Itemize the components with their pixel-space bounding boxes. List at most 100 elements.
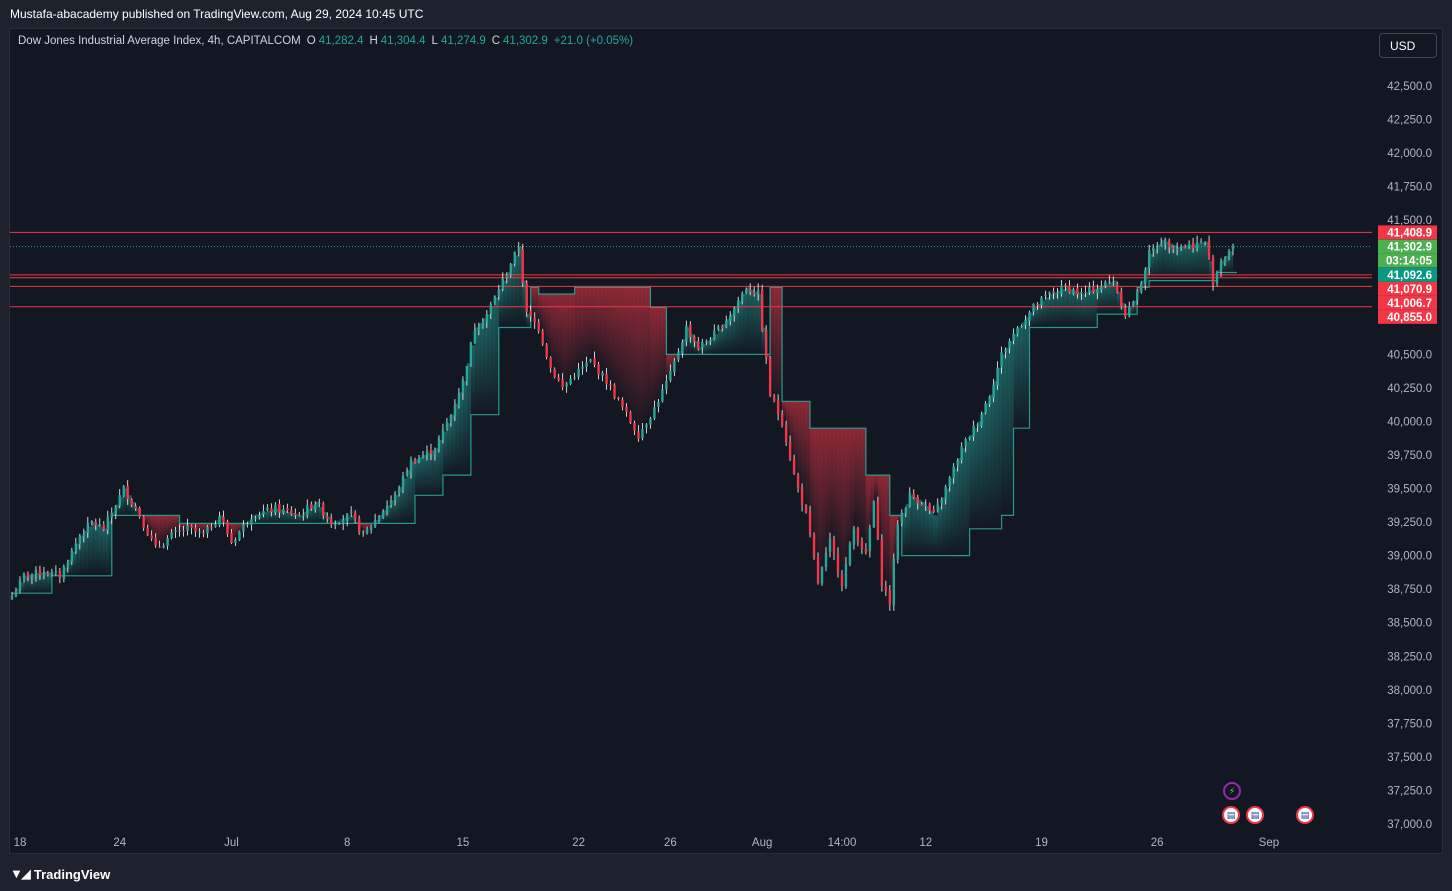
- candle-body: [517, 248, 520, 252]
- trend-fill-segment: [809, 428, 815, 538]
- candle-body: [1136, 290, 1139, 301]
- trend-fill-segment: [1133, 300, 1138, 315]
- trend-fill-segment: [782, 401, 787, 422]
- candle-body: [593, 358, 596, 366]
- trend-fill-segment: [1189, 245, 1194, 281]
- candle-body: [409, 459, 413, 474]
- candle-body: [1040, 297, 1043, 306]
- trend-fill-segment: [698, 347, 703, 355]
- y-tick-label: 38,500.0: [1387, 618, 1432, 630]
- candle-body: [365, 528, 369, 534]
- candle-body: [417, 457, 421, 463]
- trend-fill-segment: [714, 334, 719, 355]
- trend-fill-segment: [506, 272, 511, 328]
- currency-button[interactable]: USD: [1379, 33, 1437, 58]
- candle-body: [685, 325, 688, 342]
- candle-body: [437, 438, 441, 450]
- legend-high: H 41,304.4: [369, 35, 425, 47]
- legend-high-value: 41,304.4: [380, 35, 426, 47]
- candle-body: [174, 530, 177, 532]
- candle-body: [1227, 251, 1231, 259]
- trend-fill-segment: [518, 247, 523, 328]
- trend-fill-segment: [570, 293, 575, 379]
- trend-fill-segment: [111, 512, 116, 516]
- candle-body: [1084, 291, 1087, 293]
- trend-fill-segment: [91, 522, 96, 576]
- candle-body: [377, 516, 381, 522]
- candle-body: [776, 400, 780, 414]
- candle-body: [661, 389, 664, 402]
- trend-fill-segment: [1049, 293, 1054, 328]
- trend-fill-segment: [614, 287, 619, 395]
- candle-body: [888, 590, 892, 605]
- trend-fill-segment: [307, 508, 312, 524]
- us-flag-icon[interactable]: ▤: [1222, 806, 1240, 824]
- candle-body: [497, 290, 501, 296]
- candle-body: [330, 518, 333, 525]
- x-tick-label: 26: [664, 837, 677, 849]
- candle-body: [948, 477, 951, 487]
- candle-body: [1211, 257, 1215, 285]
- footer-brand: TradingView: [33, 866, 111, 882]
- trend-fill-segment: [602, 287, 607, 377]
- candle-body: [677, 352, 680, 360]
- legend-open-label: O: [306, 35, 316, 47]
- candle-body: [1052, 291, 1055, 294]
- trend-fill-segment: [355, 522, 360, 524]
- candle-body: [150, 535, 153, 539]
- candle-body: [1187, 243, 1191, 247]
- trend-fill-segment: [1033, 307, 1038, 328]
- candle-body: [796, 475, 800, 488]
- us-flag-icon[interactable]: ▤: [1246, 806, 1264, 824]
- price-label-text: 41,092.6: [1387, 270, 1432, 282]
- trend-fill-segment: [686, 327, 691, 355]
- candle-body: [1171, 246, 1175, 250]
- candle-body: [1116, 283, 1119, 293]
- candle-body: [1008, 341, 1011, 349]
- tradingview-logo[interactable]: ▼◢ TradingView: [10, 866, 110, 882]
- candle-body: [326, 516, 329, 519]
- candle-body: [892, 558, 896, 606]
- candle-body: [274, 504, 277, 513]
- lightning-bolt-icon[interactable]: ⚡: [1223, 782, 1241, 800]
- trend-fill-segment: [482, 318, 487, 415]
- trend-fill-segment: [770, 287, 775, 395]
- trend-fill-segment: [183, 523, 188, 531]
- us-flag-icon[interactable]: ▤: [1296, 806, 1314, 824]
- trend-fill-segment: [371, 523, 376, 526]
- candle-body: [729, 315, 732, 322]
- trend-fill-segment: [1157, 244, 1162, 281]
- candle-body: [441, 429, 445, 440]
- candle-body: [920, 503, 923, 505]
- trend-fill-segment: [442, 431, 448, 476]
- candle-body: [717, 326, 720, 330]
- trend-fill-segment: [446, 423, 452, 476]
- candle-body: [764, 330, 768, 358]
- trend-fill-segment: [239, 523, 244, 532]
- trend-fill-segment: [79, 535, 84, 576]
- trend-fill-segment: [1196, 243, 1202, 281]
- candle-body: [453, 405, 457, 417]
- candle-body: [1195, 242, 1199, 249]
- candle-body: [18, 579, 22, 592]
- candle-body: [956, 460, 959, 466]
- trend-fill-segment: [474, 327, 479, 415]
- chart-frame[interactable]: [9, 28, 1443, 854]
- trend-fill-segment: [730, 314, 735, 355]
- trend-fill-segment: [27, 574, 33, 594]
- candle-body: [334, 524, 337, 526]
- trend-fill-segment: [913, 497, 918, 556]
- trend-fill-segment: [1005, 347, 1010, 516]
- candle-body: [1096, 288, 1099, 294]
- candle-body: [54, 571, 58, 573]
- candle-body: [613, 384, 616, 398]
- candle-body: [473, 330, 477, 344]
- trend-fill-segment: [762, 327, 767, 355]
- candle-body: [756, 290, 760, 295]
- candle-body: [278, 503, 281, 513]
- trend-fill-segment: [107, 520, 112, 576]
- candle-body: [657, 402, 660, 407]
- candle-body: [42, 573, 46, 576]
- trend-fill-segment: [873, 475, 878, 502]
